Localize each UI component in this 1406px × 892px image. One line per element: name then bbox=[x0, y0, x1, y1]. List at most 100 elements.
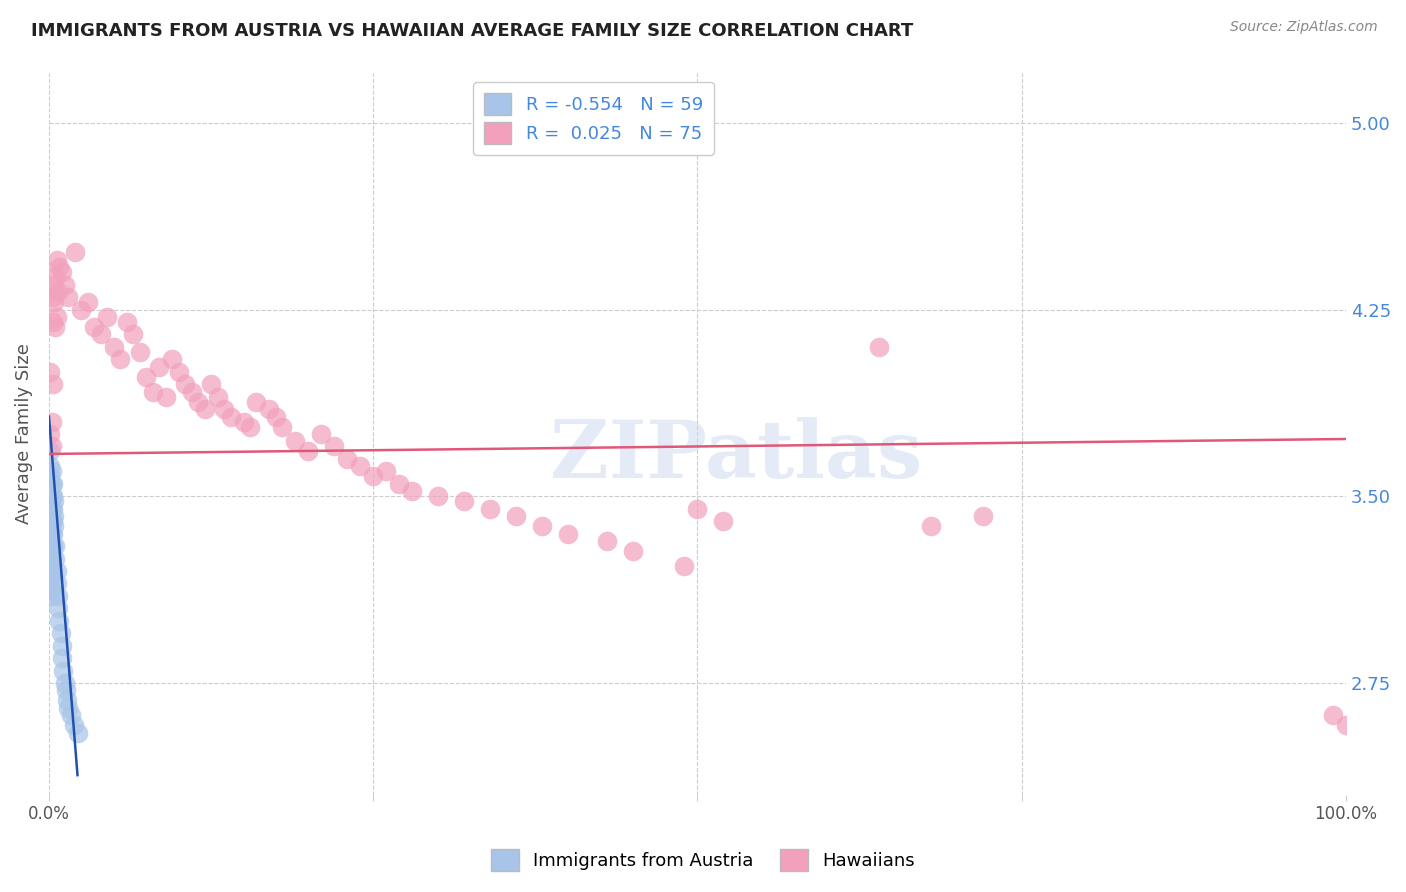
Point bbox=[44, 320, 66, 334]
Point bbox=[128, 344, 150, 359]
Point bbox=[110, 352, 132, 367]
Point bbox=[42, 377, 65, 392]
Point bbox=[595, 534, 617, 549]
Point bbox=[271, 419, 294, 434]
Point bbox=[44, 551, 66, 566]
Point bbox=[48, 260, 70, 275]
Point bbox=[39, 519, 62, 533]
Point bbox=[39, 526, 62, 541]
Point bbox=[41, 576, 63, 591]
Point bbox=[557, 526, 579, 541]
Point bbox=[115, 315, 138, 329]
Point bbox=[245, 394, 267, 409]
Point bbox=[44, 295, 66, 310]
Point bbox=[90, 327, 112, 342]
Point bbox=[39, 427, 62, 442]
Point bbox=[51, 265, 73, 279]
Point bbox=[41, 589, 63, 603]
Point bbox=[58, 701, 80, 715]
Point bbox=[174, 377, 197, 392]
Legend: Immigrants from Austria, Hawaiians: Immigrants from Austria, Hawaiians bbox=[484, 842, 922, 879]
Point bbox=[39, 544, 62, 558]
Point bbox=[39, 559, 62, 574]
Point bbox=[51, 651, 73, 665]
Point bbox=[44, 277, 66, 292]
Point bbox=[45, 576, 67, 591]
Point bbox=[323, 440, 346, 454]
Point bbox=[868, 340, 890, 354]
Point bbox=[58, 290, 80, 304]
Point bbox=[52, 664, 75, 678]
Point bbox=[42, 526, 65, 541]
Point bbox=[39, 569, 62, 583]
Point bbox=[39, 494, 62, 508]
Y-axis label: Average Family Size: Average Family Size bbox=[15, 343, 32, 524]
Point bbox=[63, 245, 86, 260]
Point bbox=[46, 589, 69, 603]
Point bbox=[375, 464, 398, 478]
Point bbox=[207, 390, 229, 404]
Point bbox=[51, 639, 73, 653]
Point bbox=[453, 494, 475, 508]
Point bbox=[349, 459, 371, 474]
Point bbox=[41, 501, 63, 516]
Point bbox=[264, 409, 287, 424]
Point bbox=[44, 494, 66, 508]
Point bbox=[41, 464, 63, 478]
Point bbox=[711, 514, 734, 528]
Point bbox=[427, 489, 450, 503]
Point bbox=[39, 514, 62, 528]
Point bbox=[42, 514, 65, 528]
Point bbox=[122, 327, 145, 342]
Point bbox=[44, 270, 66, 285]
Point bbox=[56, 693, 79, 707]
Point bbox=[1322, 708, 1344, 723]
Point bbox=[41, 440, 63, 454]
Point bbox=[41, 526, 63, 541]
Point bbox=[45, 252, 67, 267]
Point bbox=[212, 402, 235, 417]
Point bbox=[155, 390, 177, 404]
Point bbox=[686, 501, 709, 516]
Point bbox=[66, 726, 89, 740]
Point bbox=[39, 365, 62, 379]
Point bbox=[45, 310, 67, 324]
Point bbox=[41, 476, 63, 491]
Point bbox=[96, 310, 118, 324]
Point bbox=[53, 277, 76, 292]
Point bbox=[44, 519, 66, 533]
Text: IMMIGRANTS FROM AUSTRIA VS HAWAIIAN AVERAGE FAMILY SIZE CORRELATION CHART: IMMIGRANTS FROM AUSTRIA VS HAWAIIAN AVER… bbox=[31, 22, 912, 40]
Point bbox=[70, 302, 93, 317]
Point bbox=[39, 469, 62, 483]
Point bbox=[42, 539, 65, 553]
Point bbox=[77, 295, 100, 310]
Point bbox=[336, 451, 359, 466]
Point bbox=[180, 384, 202, 399]
Point bbox=[41, 489, 63, 503]
Point bbox=[167, 365, 190, 379]
Point bbox=[55, 683, 77, 698]
Point bbox=[41, 514, 63, 528]
Point bbox=[39, 551, 62, 566]
Point bbox=[39, 576, 62, 591]
Point bbox=[972, 509, 994, 524]
Point bbox=[39, 583, 62, 598]
Point bbox=[160, 352, 183, 367]
Point bbox=[194, 402, 217, 417]
Point bbox=[39, 539, 62, 553]
Point bbox=[103, 340, 125, 354]
Point bbox=[39, 501, 62, 516]
Point bbox=[42, 489, 65, 503]
Point bbox=[46, 285, 69, 299]
Point bbox=[48, 614, 70, 628]
Point bbox=[401, 484, 423, 499]
Point bbox=[388, 476, 411, 491]
Point bbox=[673, 559, 696, 574]
Point bbox=[44, 509, 66, 524]
Point bbox=[920, 519, 942, 533]
Point bbox=[49, 626, 72, 640]
Point bbox=[39, 564, 62, 578]
Point bbox=[232, 415, 254, 429]
Point bbox=[187, 394, 209, 409]
Point bbox=[41, 539, 63, 553]
